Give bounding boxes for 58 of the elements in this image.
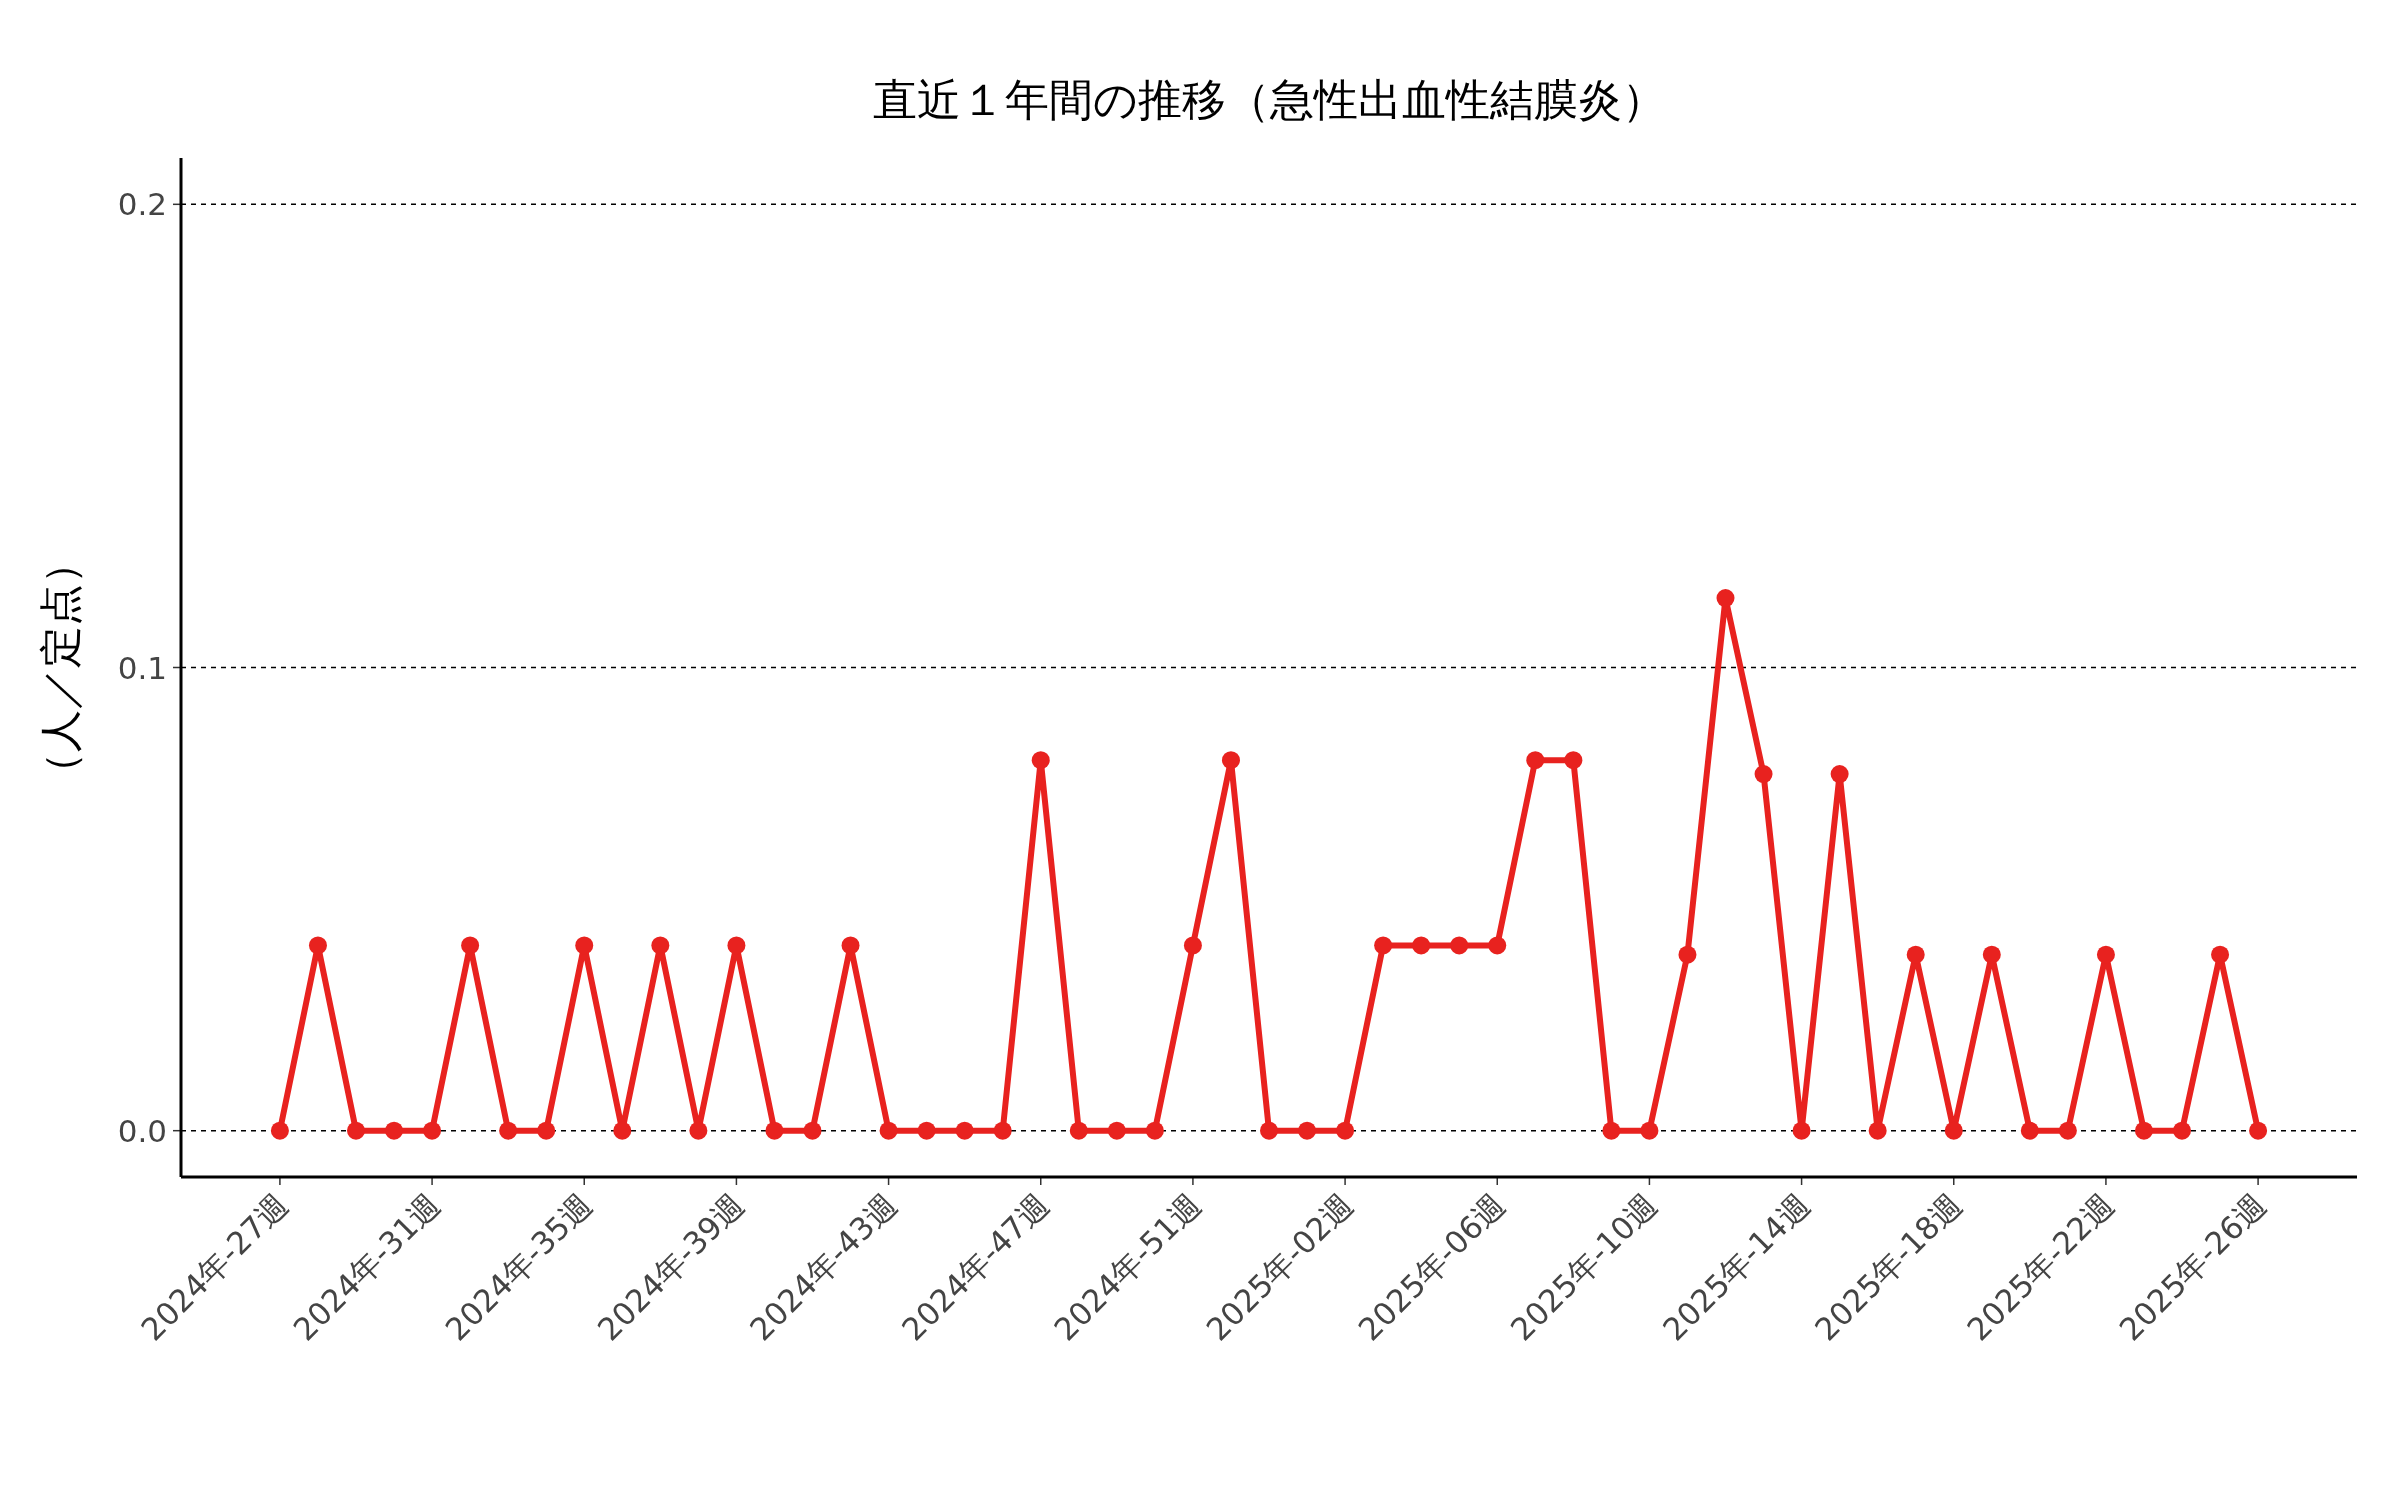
point — [1412, 936, 1431, 955]
point — [1906, 945, 1925, 964]
point — [1526, 751, 1545, 770]
point — [917, 1121, 936, 1140]
point — [1450, 936, 1469, 955]
point — [1602, 1121, 1621, 1140]
point — [1982, 945, 2001, 964]
point — [879, 1121, 898, 1140]
point — [689, 1121, 708, 1140]
point — [270, 1121, 289, 1140]
point — [1868, 1121, 1887, 1140]
point — [1107, 1121, 1126, 1140]
point — [423, 1121, 442, 1140]
point — [2211, 945, 2230, 964]
point — [2249, 1121, 2268, 1140]
point — [1488, 936, 1507, 955]
y-tick-label: 0.2 — [117, 186, 167, 223]
point — [613, 1121, 632, 1140]
point — [1792, 1121, 1811, 1140]
point — [1754, 765, 1773, 784]
point — [727, 936, 746, 955]
chart-title: 直近１年間の推移（急性出血性結膜炎） — [872, 74, 1666, 125]
point — [461, 936, 480, 955]
point — [308, 936, 327, 955]
y-tick-label: 0.1 — [117, 649, 167, 686]
point — [765, 1121, 784, 1140]
point — [2173, 1121, 2192, 1140]
point — [993, 1121, 1012, 1140]
point — [575, 936, 594, 955]
point — [2020, 1121, 2039, 1140]
point — [803, 1121, 822, 1140]
point — [1260, 1121, 1278, 1140]
point — [1830, 765, 1849, 784]
point — [1944, 1121, 1963, 1140]
point — [1716, 589, 1735, 608]
point — [1640, 1121, 1659, 1140]
y-axis-title: （人／定点） — [36, 541, 85, 794]
point — [1183, 936, 1202, 955]
point — [1031, 751, 1050, 770]
point — [1221, 751, 1240, 770]
point — [1564, 751, 1583, 770]
point — [651, 936, 670, 955]
point — [2096, 945, 2115, 964]
point — [2058, 1121, 2077, 1140]
point — [1145, 1121, 1164, 1140]
point — [1336, 1121, 1355, 1140]
point — [1678, 945, 1697, 964]
point — [2134, 1121, 2153, 1140]
point — [1374, 936, 1393, 955]
point — [1298, 1121, 1317, 1140]
point — [1069, 1121, 1088, 1140]
point — [346, 1121, 365, 1140]
point — [955, 1121, 974, 1140]
point — [499, 1121, 518, 1140]
point — [841, 936, 860, 955]
point — [537, 1121, 556, 1140]
y-tick-label: 0.0 — [117, 1112, 167, 1149]
point — [385, 1121, 404, 1140]
